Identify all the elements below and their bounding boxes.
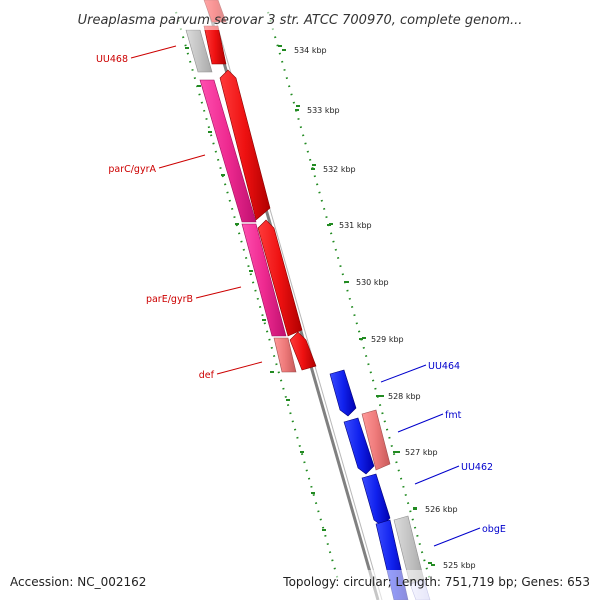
gene-label-leader (158, 154, 206, 169)
gene-label[interactable]: UU468 (96, 54, 128, 65)
accession-text: Accession: NC_002162 (10, 575, 146, 589)
forward-feature-pink-1 (199, 79, 257, 223)
reverse-cds-3 (361, 473, 391, 527)
gene-label-leader (216, 361, 263, 375)
forward-features (185, 0, 317, 373)
tick-label: 530 kbp (356, 278, 389, 287)
reverse-cds-1 (329, 369, 357, 417)
forward-cds-2 (219, 69, 271, 221)
map-layer: 534 kbp 533 kbp 532 kbp 531 kbp 530 kbp 529 k… (96, 0, 506, 600)
reverse-cds-2 (343, 417, 375, 475)
gene-label[interactable]: parC/gyrA (108, 164, 156, 175)
gene-label[interactable]: parE/gyrB (146, 294, 193, 305)
gene-label[interactable]: UU464 (428, 361, 460, 372)
tick-label: 527 kbp (405, 448, 438, 457)
map-title: Ureaplasma parvum serovar 3 str. ATCC 70… (78, 13, 523, 28)
forward-feature-pink-2 (241, 223, 287, 337)
left-dash-markers (185, 47, 326, 531)
footer-backdrop (0, 570, 600, 600)
reverse-features (329, 369, 431, 600)
tick-label: 532 kbp (323, 165, 356, 174)
forward-feature-salmon (273, 337, 297, 373)
gene-label[interactable]: UU462 (461, 462, 493, 473)
gene-label[interactable]: obgE (482, 524, 506, 535)
tick-label: 526 kbp (425, 505, 458, 514)
gene-label-leader (380, 364, 427, 383)
gene-label-leader (195, 286, 242, 299)
left-dotted-track (175, 11, 339, 581)
gene-labels: UU468 parC/gyrA parE/gyrB def UU464 fmt UU462 o… (96, 45, 506, 547)
forward-cds-3 (257, 219, 303, 337)
tick-label: 528 kbp (388, 392, 421, 401)
tick-label: 525 kbp (443, 561, 476, 570)
gene-label-leader (130, 45, 177, 59)
genome-summary-text: Topology: circular; Length: 751,719 bp; … (282, 575, 590, 589)
gene-label-leader (414, 465, 460, 485)
reverse-feature-salmon (361, 409, 391, 471)
tick-labels: 534 kbp 533 kbp 532 kbp 531 kbp 530 kbp 529 k… (282, 46, 476, 570)
tick-label: 534 kbp (294, 46, 327, 55)
title-backdrop (0, 0, 600, 30)
right-dash-markers (278, 45, 432, 564)
gene-label[interactable]: fmt (445, 410, 462, 421)
gene-label[interactable]: def (199, 370, 215, 381)
gene-label-leader (397, 413, 444, 433)
forward-cds-4 (289, 331, 317, 371)
gene-label-leader (433, 527, 481, 547)
tick-label: 533 kbp (307, 106, 340, 115)
tick-label: 529 kbp (371, 335, 404, 344)
tick-label: 531 kbp (339, 221, 372, 230)
